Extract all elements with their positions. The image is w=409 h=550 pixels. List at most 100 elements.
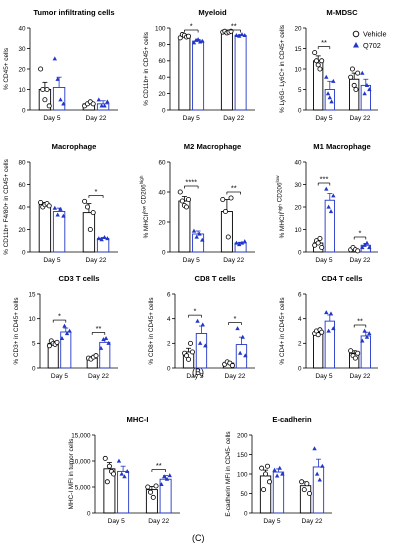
data-point-q702 xyxy=(362,91,367,96)
y-tick-label: 200 xyxy=(237,432,248,439)
chart-6: CD3 T cells 0 5 10 15 % CD3+ in CD45+ cells Da… xyxy=(13,274,118,380)
chart-title: Macrophage xyxy=(52,142,97,151)
data-point-vehicle xyxy=(355,70,361,76)
data-point-q702 xyxy=(103,336,109,340)
bar-q702 xyxy=(52,86,66,111)
y-tick-label: 15 xyxy=(28,291,36,298)
data-point-q702 xyxy=(234,32,239,37)
y-tick-label: 5,000 xyxy=(75,484,91,491)
data-point-q702 xyxy=(326,204,331,209)
y-axis-label: % CD4+ in CD45+ cells xyxy=(279,297,286,364)
data-point-vehicle xyxy=(82,198,88,204)
data-point-vehicle xyxy=(263,471,269,477)
data-point-q702 xyxy=(328,209,334,214)
y-tick-label: 60 xyxy=(18,182,26,189)
data-point-vehicle xyxy=(317,235,323,241)
y-tick-label: 40 xyxy=(158,75,166,82)
chart-2: M-MDSC 0 5 10 15 20 % Ly6G- Ly6C+ in CD45+ cel… xyxy=(279,8,378,122)
y-tick-label: 40 xyxy=(18,25,26,32)
y-tick-label: 0 xyxy=(22,107,26,114)
x-tick-label: Day 5 xyxy=(51,373,69,380)
data-point-q702 xyxy=(200,322,205,327)
bar-vehicle xyxy=(38,204,52,253)
legend-marker-q702 xyxy=(353,42,359,48)
data-point-q702 xyxy=(105,236,110,241)
data-point-q702 xyxy=(320,463,325,468)
data-point-vehicle xyxy=(265,463,271,469)
legend-marker-vehicle xyxy=(352,30,360,38)
data-point-q702 xyxy=(364,240,370,245)
data-point-q702 xyxy=(240,334,245,339)
data-point-q702 xyxy=(61,213,66,218)
significance-label: ** xyxy=(357,317,363,326)
y-axis-label: % CD11b+ F4/80+ in CD45+ cells xyxy=(3,159,10,255)
data-point-q702 xyxy=(191,228,197,233)
y-tick-label: 0 xyxy=(298,365,302,372)
data-point-q702 xyxy=(324,74,329,79)
y-tick-label: 6 xyxy=(298,291,302,298)
data-point-vehicle xyxy=(104,479,110,485)
y-tick-label: 40 xyxy=(294,159,302,166)
data-point-vehicle xyxy=(266,479,272,485)
y-tick-label: 80 xyxy=(18,159,26,166)
data-point-q702 xyxy=(360,70,365,75)
data-point-q702 xyxy=(164,476,170,481)
data-point-q702 xyxy=(119,471,124,476)
x-tick-label: Day 22 xyxy=(302,518,323,525)
x-tick-label: Day 22 xyxy=(86,115,107,122)
data-point-q702 xyxy=(324,186,329,191)
significance-label: **** xyxy=(185,178,197,187)
data-point-q702 xyxy=(55,212,60,217)
data-point-vehicle xyxy=(42,97,48,103)
bar-vehicle xyxy=(220,211,233,253)
y-tick-label: 60 xyxy=(158,159,166,166)
y-tick-label: 0 xyxy=(87,510,91,517)
data-point-q702 xyxy=(52,56,58,61)
legend: Vehicle Q702 xyxy=(352,30,387,50)
y-tick-label: 100 xyxy=(237,471,248,478)
chart-8: CD4 T cells 0 2 4 6 % CD4+ in CD45+ cells Day … xyxy=(279,274,378,380)
bar-vehicle xyxy=(313,331,324,369)
y-tick-label: 20 xyxy=(18,227,26,234)
data-point-q702 xyxy=(312,446,317,451)
data-point-vehicle xyxy=(186,196,192,202)
data-point-q702 xyxy=(317,477,322,482)
data-point-q702 xyxy=(58,97,63,102)
data-point-q702 xyxy=(362,328,367,333)
x-tick-label: Day 22 xyxy=(86,257,107,264)
bar-q702 xyxy=(192,233,205,253)
data-point-vehicle xyxy=(145,484,151,490)
data-point-q702 xyxy=(274,473,280,478)
bar-vehicle xyxy=(220,31,233,111)
chart-title: MHC-I xyxy=(127,415,149,424)
data-point-q702 xyxy=(314,471,320,476)
x-tick-label: Day 22 xyxy=(350,257,371,264)
data-point-q702 xyxy=(116,458,122,463)
y-axis-label: % CD3+ in CD45+ cells xyxy=(13,297,20,364)
legend-label-q702: Q702 xyxy=(363,41,381,50)
data-point-q702 xyxy=(367,87,372,92)
y-axis-label: % CD8+ in CD45+ cells xyxy=(148,297,155,364)
y-tick-label: 20 xyxy=(158,91,166,98)
data-point-q702 xyxy=(200,237,205,242)
x-tick-label: Day 22 xyxy=(223,115,244,122)
data-point-vehicle xyxy=(189,349,195,355)
y-axis-label: E-cadherin MFI in CD45- cells xyxy=(225,431,232,516)
significance-label: * xyxy=(95,187,98,196)
data-point-q702 xyxy=(272,467,277,472)
data-point-q702 xyxy=(324,310,329,315)
data-point-vehicle xyxy=(355,248,361,254)
data-point-q702 xyxy=(237,33,242,38)
y-tick-label: 15,000 xyxy=(71,432,91,439)
data-point-q702 xyxy=(67,328,72,333)
bar-q702 xyxy=(99,341,111,369)
data-point-q702 xyxy=(195,318,200,323)
data-point-q702 xyxy=(203,343,208,348)
data-point-q702 xyxy=(159,482,164,486)
data-point-q702 xyxy=(362,242,367,247)
data-point-vehicle xyxy=(312,242,318,248)
data-point-q702 xyxy=(200,38,205,43)
significance-label: ** xyxy=(231,184,237,193)
